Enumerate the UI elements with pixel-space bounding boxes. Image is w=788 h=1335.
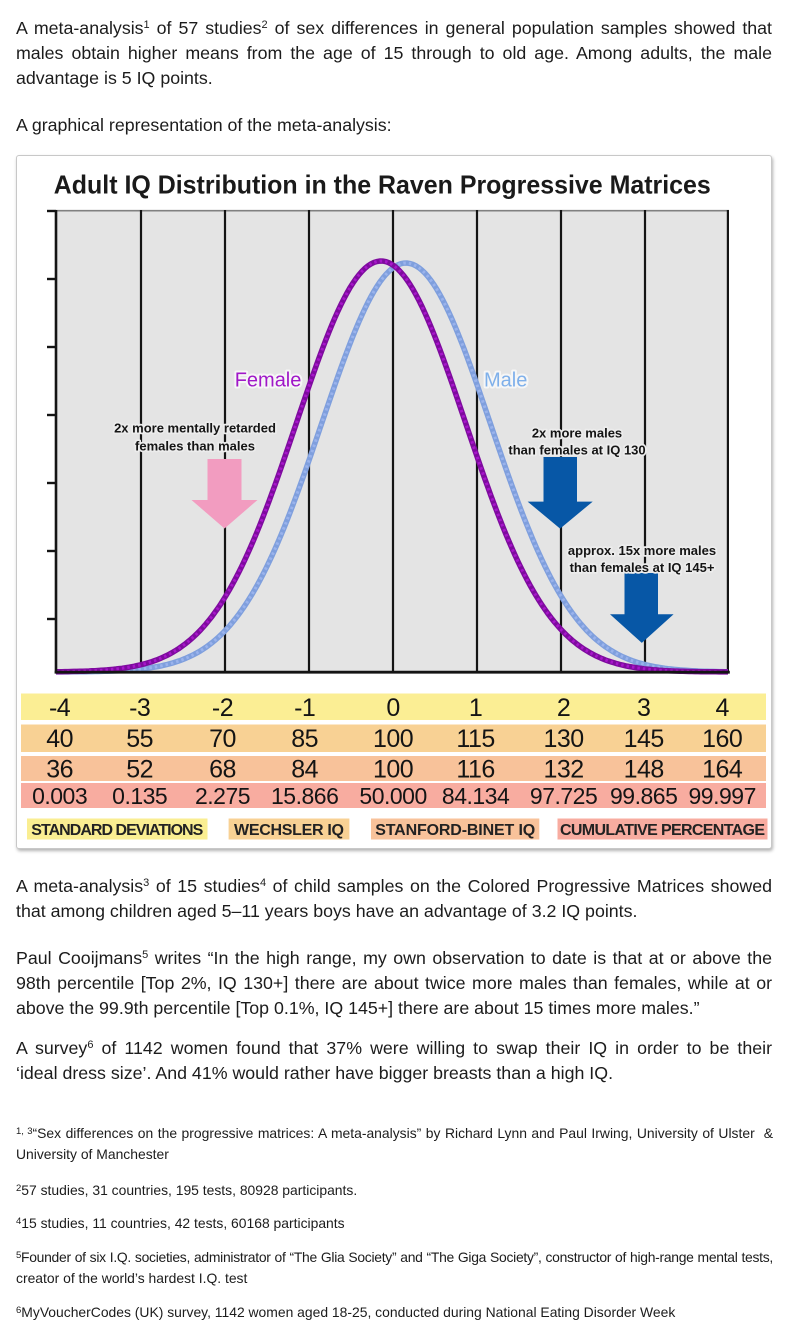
svg-text:160: 160 [702, 725, 742, 753]
svg-text:132: 132 [543, 756, 583, 784]
svg-text:50.000: 50.000 [359, 783, 426, 809]
svg-text:100: 100 [373, 725, 413, 753]
svg-text:-2: -2 [212, 694, 233, 722]
svg-text:55: 55 [126, 725, 153, 753]
svg-text:99.997: 99.997 [689, 783, 756, 809]
svg-text:than females at IQ 145+: than females at IQ 145+ [570, 560, 715, 575]
svg-text:-1: -1 [294, 694, 315, 722]
svg-text:2.275: 2.275 [195, 783, 250, 809]
svg-text:2x more males: 2x more males [532, 426, 622, 441]
svg-text:1: 1 [469, 694, 482, 722]
svg-text:148: 148 [624, 756, 664, 784]
svg-text:-4: -4 [49, 694, 71, 722]
svg-text:females than males: females than males [135, 439, 255, 454]
svg-text:0.003: 0.003 [32, 783, 87, 809]
svg-text:84: 84 [291, 756, 318, 784]
svg-text:52: 52 [126, 756, 153, 784]
svg-text:130: 130 [543, 725, 583, 753]
svg-text:STANDARD DEVIATIONS: STANDARD DEVIATIONS [31, 822, 203, 839]
svg-text:than females at IQ 130: than females at IQ 130 [508, 443, 645, 458]
svg-text:Female: Female [235, 369, 302, 391]
svg-text:Male: Male [484, 369, 527, 391]
svg-text:145: 145 [624, 725, 664, 753]
svg-text:CUMULATIVE PERCENTAGE: CUMULATIVE PERCENTAGE [560, 822, 765, 839]
svg-text:WECHSLER IQ: WECHSLER IQ [234, 822, 344, 839]
svg-text:approx. 15x more males: approx. 15x more males [568, 543, 716, 558]
svg-text:2: 2 [557, 694, 570, 722]
svg-text:164: 164 [702, 756, 743, 784]
svg-text:Adult IQ Distribution in the R: Adult IQ Distribution in the Raven Progr… [54, 169, 711, 199]
svg-text:15.866: 15.866 [271, 783, 338, 809]
svg-text:-3: -3 [129, 694, 150, 722]
svg-text:97.725: 97.725 [530, 783, 597, 809]
svg-text:36: 36 [46, 756, 73, 784]
svg-text:68: 68 [209, 756, 236, 784]
svg-text:84.134: 84.134 [442, 783, 510, 809]
svg-text:2x more mentally retarded: 2x more mentally retarded [114, 421, 276, 436]
svg-text:99.865: 99.865 [610, 783, 677, 809]
svg-text:0: 0 [386, 694, 399, 722]
svg-text:3: 3 [637, 694, 650, 722]
svg-text:4: 4 [715, 694, 729, 722]
svg-text:100: 100 [373, 756, 413, 784]
svg-text:116: 116 [456, 756, 494, 784]
svg-text:115: 115 [456, 725, 494, 753]
svg-text:70: 70 [209, 725, 236, 753]
svg-text:85: 85 [291, 725, 318, 753]
svg-text:0.135: 0.135 [112, 783, 167, 809]
svg-text:STANFORD-BINET IQ: STANFORD-BINET IQ [375, 822, 535, 839]
svg-text:40: 40 [46, 725, 73, 753]
